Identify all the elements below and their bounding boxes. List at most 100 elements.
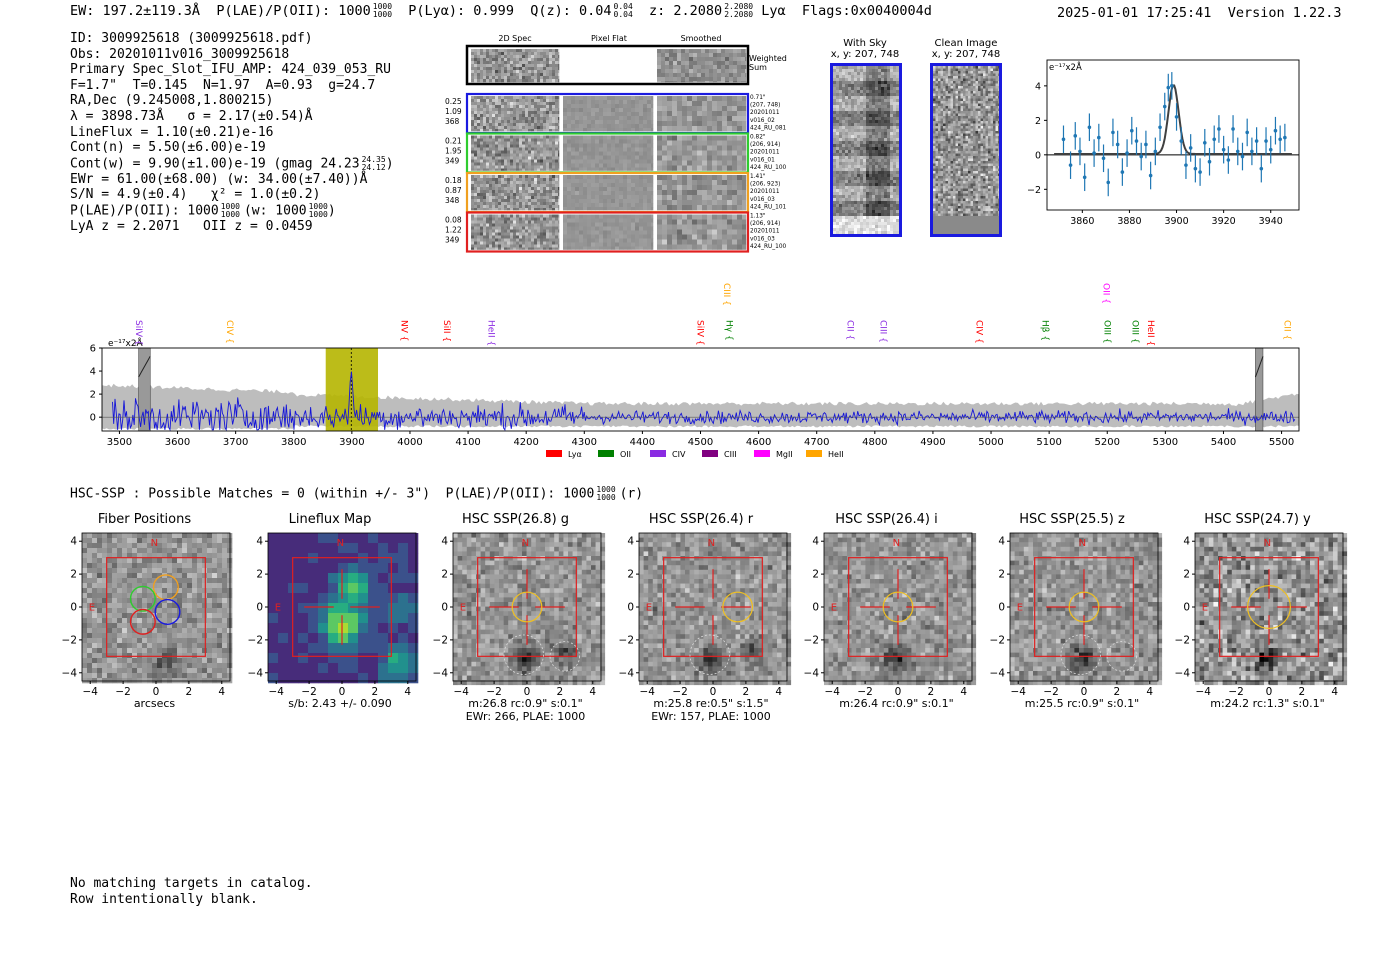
panel-caption-2: EWr: 266, PLAE: 1000 xyxy=(465,710,586,723)
data-point xyxy=(1078,149,1082,154)
data-point xyxy=(1226,158,1231,162)
panel-ytick: 4 xyxy=(70,536,77,548)
zoom-ylabel: e⁻¹⁷x2Å xyxy=(1049,61,1082,73)
panel-ytick: 2 xyxy=(70,569,77,581)
line-id-label: HeII { xyxy=(486,320,496,346)
clean-image-xy: x, y: 207, 748 xyxy=(931,49,1001,60)
row-left-stat: 0.08 xyxy=(445,216,462,225)
header-timestamp: 2025-01-01 17:25:41 Version 1.22.3 xyxy=(1057,5,1342,21)
footer-line-1: No matching targets in catalog. xyxy=(70,876,313,891)
panel-xtick: 4 xyxy=(404,686,411,698)
panel-xtick: −4 xyxy=(453,686,469,698)
panel-xtick: 4 xyxy=(218,686,225,698)
data-point xyxy=(1250,149,1254,154)
hsc-summary-close: (r) xyxy=(619,486,644,502)
info-lambda: λ = 3898.73Å σ = 2.17(±0.54)Å xyxy=(70,108,313,124)
row-2dspec xyxy=(471,135,560,171)
version: Version 1.22.3 xyxy=(1227,5,1342,21)
row-right-stat: v016_03 xyxy=(750,236,775,242)
panel-title: HSC SSP(26.4) i xyxy=(835,512,938,527)
data-point xyxy=(1184,163,1188,167)
zoom-ytick: 4 xyxy=(1035,81,1041,92)
line-id-label: HeII { xyxy=(1145,320,1155,346)
search-box xyxy=(477,557,577,657)
panel-title: Fiber Positions xyxy=(97,512,192,527)
line-id-label: CII { xyxy=(845,320,855,340)
search-box xyxy=(1033,557,1134,657)
panel-ytick: 2 xyxy=(812,569,819,581)
zoom-line-chart: 3860 3880 3900 3920 3940 −2 0 2 4 e⁻¹⁷x2Å xyxy=(1020,55,1310,235)
row-right-stat: v016_03 xyxy=(750,197,775,203)
zoom-ytick: −2 xyxy=(1027,185,1041,196)
weighted-sum-label: Weighted Sum xyxy=(749,54,787,72)
legend-label: CIII xyxy=(724,450,737,459)
panel-ytick: −2 xyxy=(1175,634,1190,646)
info-obs: Obs: 20201011v016_3009925618 xyxy=(70,46,290,62)
row-left-stat: 0.87 xyxy=(445,186,462,195)
neighbor-circle xyxy=(1106,641,1137,672)
row-right-stat: 424_RU_101 xyxy=(750,204,787,210)
search-box xyxy=(662,557,763,657)
panel-ytick: 0 xyxy=(441,602,448,614)
spectrum-xtick: 5400 xyxy=(1211,437,1236,448)
spectrum-xtick: 4800 xyxy=(862,437,887,448)
line-id-label: SiIV { xyxy=(133,320,143,346)
panel-ytick: −2 xyxy=(989,634,1004,646)
row-right-stat: 424_RU_081 xyxy=(750,125,787,131)
line-window-band xyxy=(325,348,379,431)
panel-caption-2: EWr: 157, PLAE: 1000 xyxy=(651,710,771,723)
plae-w-text: (w: 1000 xyxy=(243,203,307,219)
timestamp: 2025-01-01 17:25:41 xyxy=(1057,5,1212,21)
footer-line-2: Row intentionally blank. xyxy=(70,891,258,907)
row-right-stat: 20201011 xyxy=(750,110,780,116)
row-left-stat: 1.09 xyxy=(445,107,462,116)
detection-info: ID: 3009925618 (3009925618.pdf) Obs: 202… xyxy=(70,31,394,235)
compass-east: E xyxy=(1202,602,1208,613)
plae-lo: 1000 xyxy=(372,10,393,19)
hsc-summary-text: HSC-SSP : Possible Matches = 0 (within +… xyxy=(70,486,595,502)
panel-xtick: 4 xyxy=(589,686,596,698)
panel-ytick: 4 xyxy=(441,536,448,548)
data-point xyxy=(1158,125,1162,130)
footer-notes: No matching targets in catalog. Row inten… xyxy=(70,876,313,907)
legend-label: CIV xyxy=(672,450,686,459)
panel-ytick: 0 xyxy=(1183,602,1190,614)
panel-ytick: 0 xyxy=(812,602,819,614)
panel-xtick: −2 xyxy=(115,686,130,698)
data-point xyxy=(1198,170,1202,174)
zoom-ytick: 2 xyxy=(1035,116,1041,127)
panel-xtick: 4 xyxy=(960,686,967,698)
spectrum-xtick: 3700 xyxy=(223,437,248,448)
compass-east: E xyxy=(460,602,466,613)
row-2dspec xyxy=(471,96,560,132)
panel-xtick: −2 xyxy=(857,686,872,698)
legend-swatch xyxy=(650,450,666,457)
qz-value: Q(z): 0.04 xyxy=(530,3,612,19)
plya-value: P(Lyα): 0.999 xyxy=(408,3,514,19)
panel-xtick: −4 xyxy=(824,686,840,698)
compass-north: N xyxy=(522,538,529,549)
panel-xtick: −4 xyxy=(639,686,655,698)
panel-image: N E −4 −4 −2 −2 0 0 2 2 4 4 xyxy=(62,532,233,698)
contw-text: Cont(w) = 9.90(±1.00)e-19 (gmag 24.23 xyxy=(70,156,360,172)
spectrum-xtick: 3600 xyxy=(165,437,190,448)
row-left-stat: 0.18 xyxy=(445,176,462,185)
data-point xyxy=(1061,137,1066,142)
weighted-2dspec xyxy=(471,49,560,83)
row-2dspec xyxy=(471,175,560,211)
panel-xtick: 4 xyxy=(775,686,782,698)
panel-ytick: −2 xyxy=(247,634,262,646)
data-point xyxy=(1212,137,1217,142)
panel-ytick: 4 xyxy=(998,536,1005,548)
row-right-stat: (206, 923) xyxy=(750,182,780,188)
compass-east: E xyxy=(89,602,95,613)
spectrum-ytick: 6 xyxy=(90,344,96,355)
with-sky-header: With Sky x, y: 207, 748 xyxy=(820,38,910,60)
data-point xyxy=(1174,115,1179,119)
z-lo: 2.2080 xyxy=(724,10,754,19)
data-point xyxy=(1153,149,1158,154)
spectrum-xtick: 5500 xyxy=(1269,437,1294,448)
compass-north: N xyxy=(151,538,158,549)
